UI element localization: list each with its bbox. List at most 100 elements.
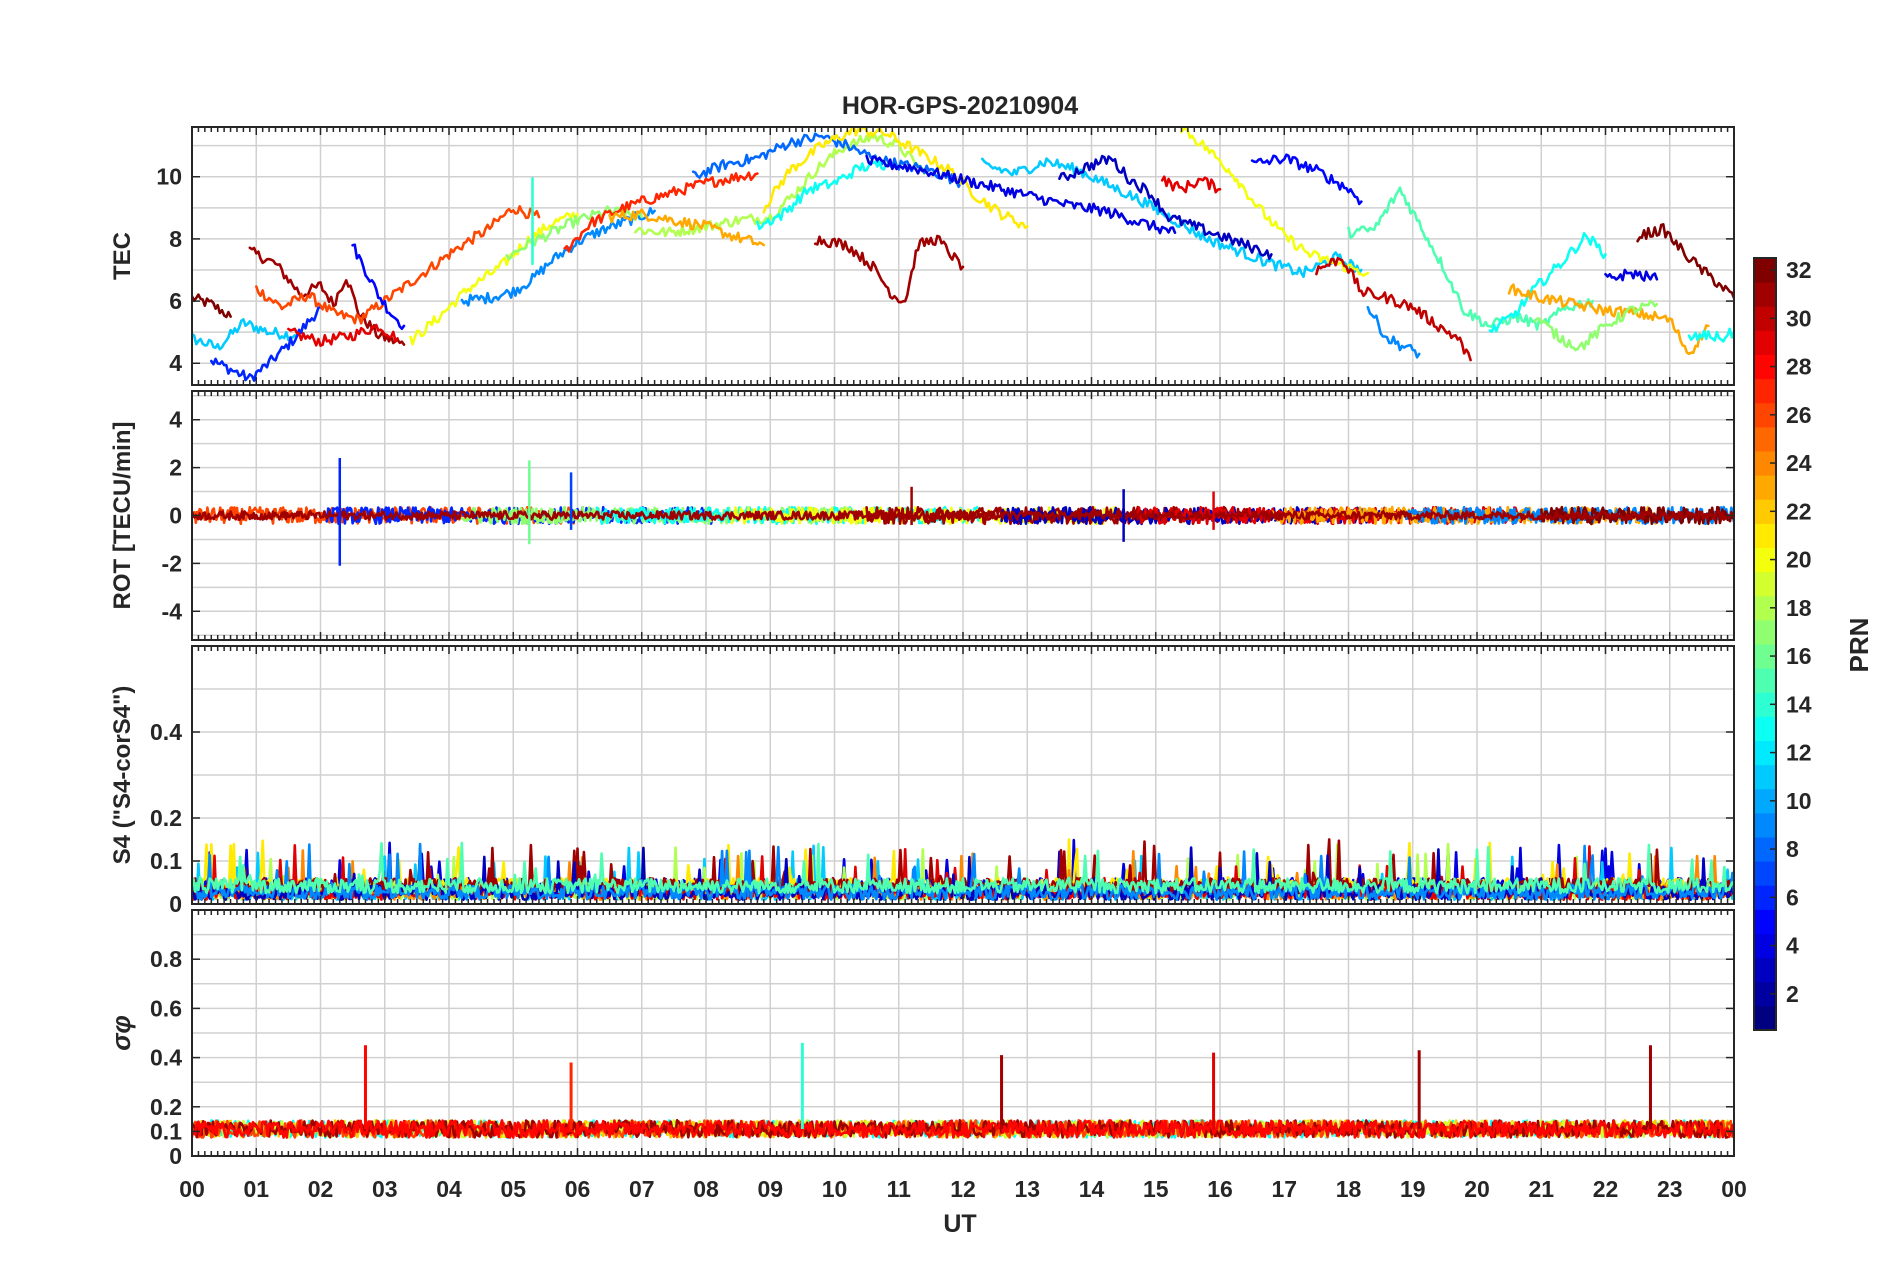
y-tick-label: 0.2 <box>150 1094 182 1120</box>
y-axis-label-tec: TEC <box>109 232 136 280</box>
sigma-series-prn-28 <box>192 1119 1734 1139</box>
tec-series-prn-30 <box>1315 256 1472 362</box>
x-tick-label: 21 <box>1528 1176 1554 1202</box>
s4-series-prn-15 <box>192 841 1734 895</box>
colorbar-band <box>1754 523 1776 548</box>
s4-series-prn-9 <box>192 842 1734 902</box>
colorbar-tick-label: 4 <box>1786 933 1799 959</box>
x-tick-label: 01 <box>243 1176 269 1202</box>
colorbar-tick-label: 12 <box>1786 740 1812 766</box>
tec-series-prn-23 <box>1507 283 1710 356</box>
x-tick-label: 03 <box>372 1176 398 1202</box>
x-tick-label: 08 <box>693 1176 719 1202</box>
colorbar-tick-label: 30 <box>1786 305 1812 331</box>
tec-series-prn-3 <box>1058 154 1273 261</box>
x-tick-label: 13 <box>1014 1176 1040 1202</box>
colorbar-band <box>1754 426 1776 452</box>
tec-series-prn-4 <box>865 154 1177 235</box>
series-group-rot <box>192 458 1734 566</box>
tec-series-prn-5 <box>351 243 406 331</box>
y-tick-label: 0.2 <box>150 805 182 831</box>
x-axis: 00 01 02 03 04 05 06 07 08 09 10 11 12 13 14 15 16 17 18 19… <box>179 1176 1747 1202</box>
x-tick-label: 12 <box>950 1176 976 1202</box>
colorbar-tick-label: 6 <box>1786 884 1799 910</box>
x-tick-label: 09 <box>757 1176 783 1202</box>
colorbar-band <box>1754 933 1776 959</box>
tec-series-prn-9 <box>1366 305 1421 359</box>
y-tick-label: 6 <box>169 288 182 314</box>
colorbar-band <box>1754 716 1776 741</box>
tec-series-prn-32 <box>192 293 232 319</box>
tec-series-prn-18 <box>633 134 926 238</box>
tec-series-prn-4 <box>1604 268 1659 282</box>
tec-series-prn-31 <box>813 234 965 304</box>
colorbar-tick-label: 26 <box>1786 402 1812 428</box>
colorbar-band <box>1754 644 1776 669</box>
panel-rot: -4 -2 0 2 4 ROT [TECU/min] <box>109 390 1735 641</box>
chart-title: HOR-GPS-20210904 <box>842 92 1078 120</box>
panel-sigma: 00.10.2 0.4 0.6 0.8 σφ <box>106 909 1735 1169</box>
colorbar-tick-label: 8 <box>1786 836 1799 862</box>
x-tick-label: 20 <box>1464 1176 1490 1202</box>
colorbar-band <box>1754 258 1776 283</box>
tec-series-prn-8 <box>691 132 965 188</box>
colorbar-tick-label: 32 <box>1786 257 1812 283</box>
colorbar-tick-label: 14 <box>1786 691 1812 717</box>
y-axis-label-sigma: σφ <box>106 1015 136 1051</box>
colorbar-tick-label: 20 <box>1786 547 1812 573</box>
colorbar-band <box>1754 547 1776 573</box>
y-tick-label: 0 <box>169 503 182 529</box>
x-axis-label: UT <box>943 1210 976 1238</box>
x-tick-label: 16 <box>1207 1176 1233 1202</box>
tec-series-prn-20 <box>409 211 579 346</box>
x-tick-label: 00 <box>1721 1176 1747 1202</box>
x-tick-label: 17 <box>1271 1176 1297 1202</box>
colorbar-tick-label: 2 <box>1786 981 1799 1007</box>
colorbar-band <box>1754 812 1776 838</box>
y-tick-label: 0.4 <box>150 1045 182 1071</box>
colorbar-band <box>1754 354 1776 380</box>
tec-series-prn-27 <box>563 171 759 253</box>
colorbar-band <box>1754 861 1776 886</box>
y-tick-label: 2 <box>169 455 182 481</box>
tec-series-prn-13 <box>1687 327 1734 343</box>
series-group-tec <box>192 127 1734 382</box>
x-tick-label: 07 <box>629 1176 655 1202</box>
colorbar-band <box>1754 837 1776 862</box>
colorbar-tick-label: 22 <box>1786 498 1812 524</box>
x-tick-label: 14 <box>1079 1176 1105 1202</box>
colorbar-band <box>1754 788 1776 814</box>
tec-series-prn-29 <box>1160 175 1222 194</box>
colorbar-band <box>1754 330 1776 355</box>
tec-series-prn-13 <box>1488 231 1607 334</box>
x-tick-label: 00 <box>179 1176 205 1202</box>
y-tick-label: 0.1 <box>150 1118 182 1144</box>
y-tick-label: 0.1 <box>150 848 182 874</box>
colorbar-band <box>1754 668 1776 693</box>
y-tick-label: -2 <box>162 550 182 576</box>
y-tick-label: 0 <box>169 1143 182 1169</box>
colorbar-band <box>1754 475 1776 500</box>
tec-series-prn-11 <box>980 157 1363 279</box>
colorbar-band <box>1754 451 1776 476</box>
colorbar-tick-label: 28 <box>1786 354 1812 380</box>
colorbar-band <box>1754 909 1776 934</box>
y-tick-label: 10 <box>156 164 182 190</box>
colorbar-band <box>1754 306 1776 331</box>
y-tick-label: 0.8 <box>150 946 182 972</box>
x-tick-label: 04 <box>436 1176 462 1202</box>
y-tick-label: 0.6 <box>150 995 182 1021</box>
colorbar-band <box>1754 378 1776 404</box>
tec-series-prn-31 <box>248 246 406 346</box>
colorbar-tick-label: 10 <box>1786 788 1812 814</box>
y-axis-label-s4: S4 ("S4-corS4") <box>109 686 136 865</box>
tec-series-prn-15 <box>1347 186 1594 331</box>
tec-series-prn-21 <box>762 127 1029 229</box>
colorbar-band <box>1754 740 1776 766</box>
colorbar-band <box>1754 885 1776 910</box>
panel-s4: 0 0.1 0.2 0.4 S4 ("S4-corS4") <box>109 645 1735 917</box>
colorbar-band <box>1754 981 1776 1007</box>
series-group-sigma <box>192 1042 1734 1139</box>
colorbar-label: PRN <box>1844 618 1874 673</box>
